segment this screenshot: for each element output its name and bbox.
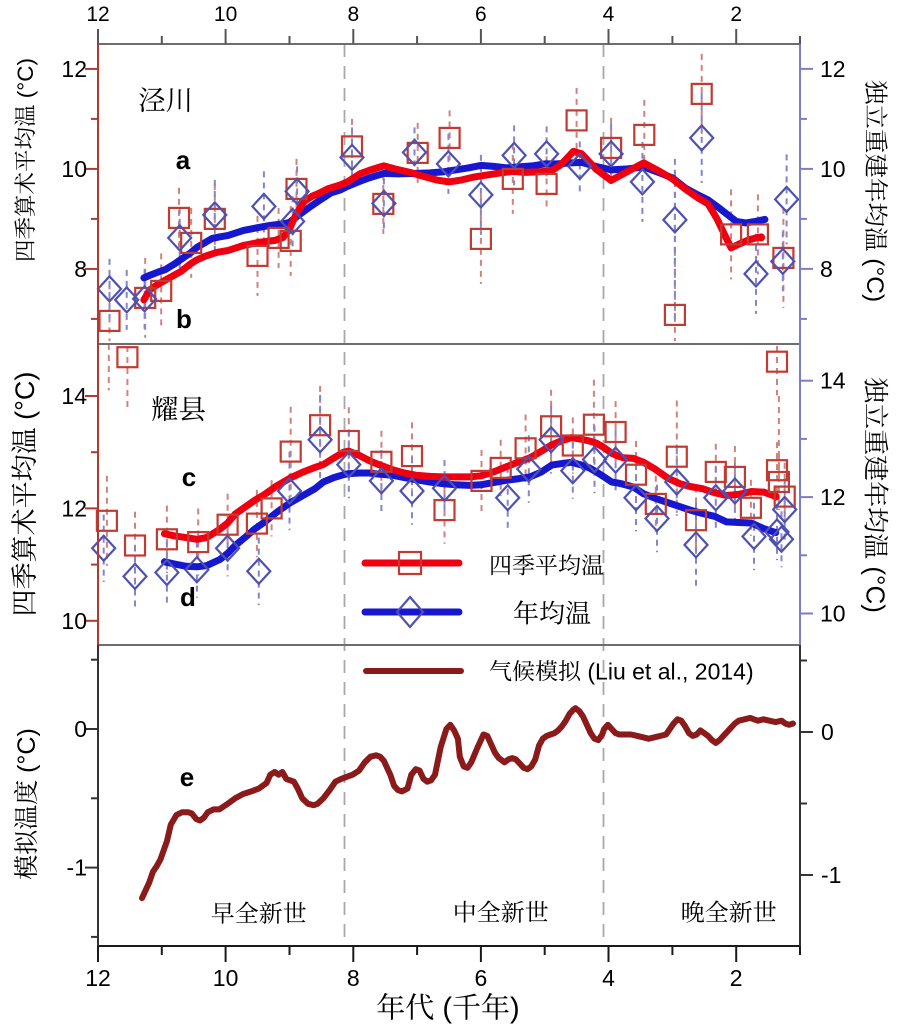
svg-text:10: 10 bbox=[213, 965, 239, 991]
svg-text:12: 12 bbox=[820, 484, 846, 510]
svg-text:14: 14 bbox=[820, 368, 846, 394]
svg-text:d: d bbox=[180, 582, 196, 612]
svg-text:8: 8 bbox=[820, 256, 833, 282]
svg-text:(°C): (°C) bbox=[13, 728, 41, 773]
svg-text:4: 4 bbox=[603, 3, 615, 26]
svg-text:(°C): (°C) bbox=[861, 566, 891, 613]
svg-text:10: 10 bbox=[61, 608, 87, 634]
svg-text:10: 10 bbox=[820, 601, 846, 627]
svg-text:(°C): (°C) bbox=[10, 372, 40, 420]
svg-text:6: 6 bbox=[475, 965, 488, 991]
svg-text:a: a bbox=[176, 145, 191, 175]
svg-text:8: 8 bbox=[347, 965, 360, 991]
svg-text:b: b bbox=[176, 304, 192, 334]
svg-text:-1: -1 bbox=[67, 855, 87, 881]
svg-text:0: 0 bbox=[821, 719, 834, 745]
svg-text:2: 2 bbox=[730, 965, 743, 991]
svg-text:12: 12 bbox=[61, 56, 87, 82]
svg-text:10: 10 bbox=[214, 3, 237, 26]
svg-text:2: 2 bbox=[730, 3, 742, 26]
svg-text:(Liu et al., 2014): (Liu et al., 2014) bbox=[587, 658, 753, 684]
svg-text:-1: -1 bbox=[821, 862, 841, 888]
svg-text:(°C): (°C) bbox=[13, 58, 38, 98]
svg-text:10: 10 bbox=[61, 156, 87, 182]
svg-text:): ) bbox=[510, 993, 520, 1024]
svg-text:8: 8 bbox=[74, 256, 87, 282]
svg-text:12: 12 bbox=[85, 965, 111, 991]
svg-text:12: 12 bbox=[820, 56, 846, 82]
svg-text:12: 12 bbox=[86, 3, 109, 26]
svg-text:12: 12 bbox=[61, 495, 87, 521]
svg-text:0: 0 bbox=[74, 716, 87, 742]
svg-text:4: 4 bbox=[602, 965, 615, 991]
svg-text:10: 10 bbox=[820, 156, 846, 182]
svg-text:(: ( bbox=[442, 993, 452, 1024]
svg-text:14: 14 bbox=[61, 383, 87, 409]
svg-text:6: 6 bbox=[475, 3, 487, 26]
svg-text:8: 8 bbox=[347, 3, 359, 26]
svg-text:(°C): (°C) bbox=[861, 258, 888, 302]
svg-text:c: c bbox=[182, 462, 196, 492]
svg-text:e: e bbox=[180, 762, 194, 792]
